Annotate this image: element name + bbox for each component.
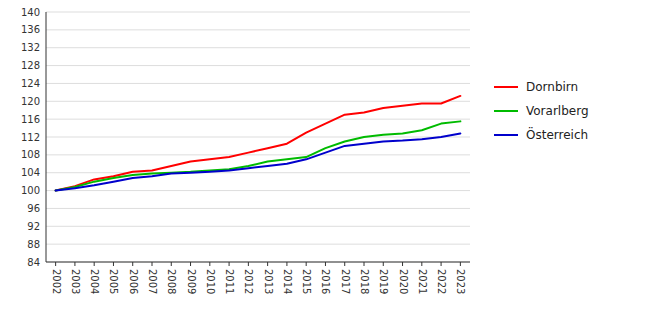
- x-tick: [421, 262, 422, 266]
- x-tick-label: 2023: [455, 269, 466, 294]
- y-grid: [46, 12, 470, 262]
- x-tick-label: 2005: [108, 269, 119, 294]
- x-tick: [74, 262, 75, 266]
- x-tick-label: 2003: [70, 269, 81, 294]
- y-tick-label: 116: [21, 114, 40, 125]
- grid-line: [46, 65, 470, 66]
- x-axis-line: [46, 262, 470, 263]
- y-tick-label: 128: [21, 60, 40, 71]
- legend-label: Vorarlberg: [526, 104, 589, 118]
- x-tick: [460, 262, 461, 266]
- y-tick-label: 100: [21, 185, 40, 196]
- x-tick: [441, 262, 442, 266]
- x-tick-label: 2014: [282, 269, 293, 294]
- y-tick-label: 88: [27, 239, 40, 250]
- x-tick: [306, 262, 307, 266]
- x-tick-label: 2009: [186, 269, 197, 294]
- y-tick-label: 84: [27, 257, 40, 268]
- x-tick: [190, 262, 191, 266]
- y-tick-label: 92: [27, 221, 40, 232]
- x-tick: [171, 262, 172, 266]
- x-tick-label: 2022: [436, 269, 447, 294]
- x-tick-label: 2002: [51, 269, 62, 294]
- series-line: [56, 133, 461, 190]
- x-tick: [364, 262, 365, 266]
- x-tick-label: 2012: [243, 269, 254, 294]
- grid-line: [46, 226, 470, 227]
- chart-container: 84 88 92 96 100 104 108 112 116 120 124 128 132 136 14…: [0, 0, 667, 317]
- x-tick: [94, 262, 95, 266]
- chart-svg: 84 88 92 96 100 104 108 112 116 120 124 128 132 136 14…: [0, 0, 667, 317]
- legend-swatch: [494, 86, 518, 88]
- x-tick-label: 2021: [417, 269, 428, 294]
- x-tick-label: 2016: [320, 269, 331, 294]
- legend-swatch: [494, 110, 518, 112]
- y-tick-label: 104: [21, 167, 40, 178]
- x-tick: [286, 262, 287, 266]
- y-tick-label: 120: [21, 96, 40, 107]
- y-tick-label: 112: [21, 132, 40, 143]
- x-tick-label: 2006: [128, 269, 139, 294]
- x-tick: [325, 262, 326, 266]
- grid-line: [46, 137, 470, 138]
- grid-line: [46, 119, 470, 120]
- x-tick-label: 2017: [340, 269, 351, 294]
- legend: Dornbirn Vorarlberg Österreich: [494, 80, 589, 142]
- legend-swatch: [494, 134, 518, 136]
- x-tick: [248, 262, 249, 266]
- grid-line: [46, 101, 470, 102]
- x-tick-label: 2015: [301, 269, 312, 294]
- x-tick-label: 2010: [205, 269, 216, 294]
- x-ticks: 2002 2003 2004 2005 2006 2007 2008 2009 2010 2011…: [51, 262, 467, 294]
- grid-line: [46, 154, 470, 155]
- y-tick-label: 124: [21, 78, 40, 89]
- x-tick-label: 2008: [166, 269, 177, 294]
- x-tick-label: 2013: [263, 269, 274, 294]
- y-tick-labels: 84 88 92 96 100 104 108 112 116 120 124 128 132 136 14…: [21, 7, 40, 268]
- y-tick-label: 136: [21, 24, 40, 35]
- x-tick-label: 2018: [359, 269, 370, 294]
- grid-line: [46, 262, 470, 263]
- x-tick: [267, 262, 268, 266]
- x-tick-label: 2004: [89, 269, 100, 294]
- y-tick-label: 108: [21, 149, 40, 160]
- grid-line: [46, 190, 470, 191]
- grid-line: [46, 12, 470, 13]
- x-tick: [152, 262, 153, 266]
- x-tick: [209, 262, 210, 266]
- series-lines: [56, 96, 461, 191]
- y-axis-line: [46, 12, 47, 262]
- x-tick-label: 2020: [398, 269, 409, 294]
- series-line: [56, 121, 461, 190]
- y-tick-label: 132: [21, 42, 40, 53]
- grid-line: [46, 29, 470, 30]
- x-tick: [132, 262, 133, 266]
- x-tick: [229, 262, 230, 266]
- x-tick-label: 2019: [378, 269, 389, 294]
- x-tick-label: 2011: [224, 269, 235, 294]
- x-tick: [113, 262, 114, 266]
- grid-line: [46, 172, 470, 173]
- grid-line: [46, 83, 470, 84]
- grid-line: [46, 244, 470, 245]
- legend-label: Dornbirn: [526, 80, 578, 94]
- x-tick-label: 2007: [147, 269, 158, 294]
- grid-line: [46, 47, 470, 48]
- grid-line: [46, 208, 470, 209]
- x-tick: [55, 262, 56, 266]
- x-tick: [383, 262, 384, 266]
- x-tick: [402, 262, 403, 266]
- x-tick: [344, 262, 345, 266]
- legend-label: Österreich: [526, 126, 588, 142]
- y-tick-label: 140: [21, 7, 40, 18]
- y-tick-label: 96: [27, 203, 40, 214]
- series-line: [56, 96, 461, 191]
